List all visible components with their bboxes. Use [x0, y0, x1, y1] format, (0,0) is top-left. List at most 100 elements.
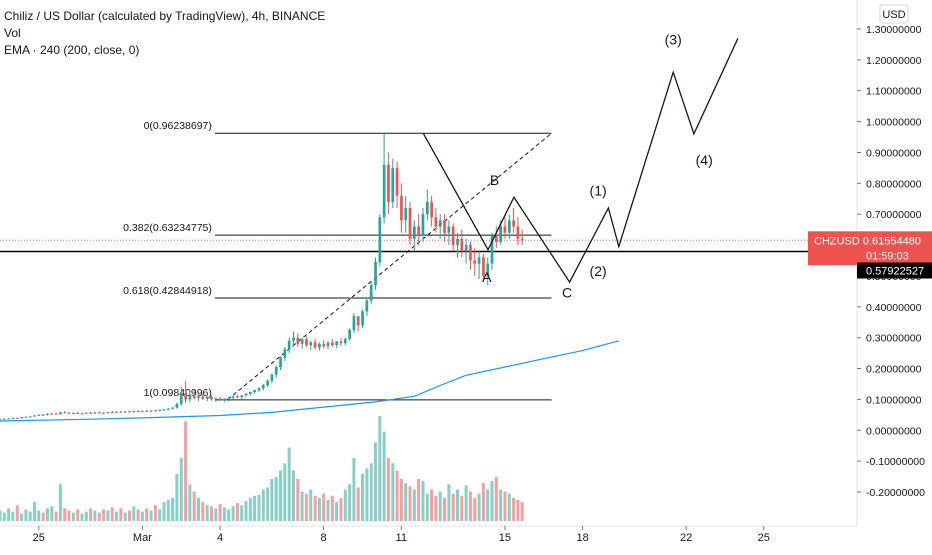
price-tick-label: 1.30000000 [866, 24, 922, 36]
price-tick-label: 0.90000000 [866, 148, 922, 160]
volume-bar [468, 491, 472, 521]
candle-body [486, 263, 490, 276]
fib-level-label: 0(0.96238697) [144, 120, 212, 132]
candle-body [322, 343, 326, 347]
candle-body [184, 393, 187, 400]
legend-vol[interactable]: Vol [4, 26, 21, 40]
volume-bar [456, 489, 459, 521]
volume-bar [7, 508, 11, 521]
wave-label: B [490, 172, 499, 188]
candle-body [313, 342, 317, 348]
volume-bar [490, 481, 494, 521]
volume-bar [54, 511, 58, 521]
wave-label: (4) [696, 152, 713, 168]
volume-bar [339, 497, 343, 521]
candle-body [296, 337, 300, 344]
volume-bar [365, 468, 369, 521]
candle-body [400, 195, 403, 221]
candle-body [20, 417, 23, 419]
legend-title[interactable]: Chiliz / US Dollar (calculated by Tradin… [4, 9, 326, 23]
volume-bar [97, 512, 101, 521]
ema-line [0, 340, 619, 422]
candle-body [374, 262, 377, 286]
candle-body [460, 238, 464, 252]
candle-body [456, 238, 459, 246]
price-tick-label: 0.10000000 [866, 394, 922, 406]
volume-bar [494, 476, 498, 521]
volume-bar [71, 512, 75, 521]
volume-bar [266, 487, 270, 521]
wave-label: (2) [590, 263, 607, 279]
candle-body [141, 410, 144, 412]
volume-bar [115, 511, 118, 521]
candle-body [279, 357, 282, 367]
volume-bar [179, 458, 183, 521]
volume-bar [166, 500, 170, 521]
volume-bar [421, 481, 425, 521]
volume-bar [261, 489, 265, 521]
time-tick-label: 15 [499, 532, 511, 544]
price-tick-label: 1.00000000 [866, 117, 922, 129]
volume-bar [58, 484, 62, 522]
time-axis[interactable]: 25 Mar 4 8 11 15 18 22 25 [0, 525, 857, 544]
volume-bar [28, 511, 32, 521]
candle-body [145, 410, 149, 412]
candle-body [28, 416, 32, 418]
candle-body [115, 411, 118, 413]
candle-body [3, 418, 6, 420]
volume-bar [399, 479, 403, 521]
candle-body [413, 226, 416, 239]
candle-body [67, 412, 71, 414]
candle-body [41, 414, 45, 416]
volume-bar [0, 510, 2, 521]
legend-ema[interactable]: EMA · 240 (200, close, 0) [4, 43, 140, 57]
volume-bar [300, 491, 304, 521]
volume-bar [481, 483, 485, 521]
candle-body [214, 398, 218, 400]
volume-bar [417, 479, 421, 521]
volume-bar [304, 493, 308, 521]
volume-bar [464, 485, 468, 521]
candle-body [50, 413, 54, 415]
volume-bar [378, 416, 382, 521]
volume-bar [486, 489, 490, 521]
candle-body [192, 394, 196, 398]
currency-label: USD [882, 9, 905, 21]
candle-body [33, 415, 36, 417]
volume-bar [279, 470, 282, 521]
volume-bar [382, 431, 386, 522]
currency-badge[interactable] [879, 4, 909, 24]
price-tags: CHZUSD 0.61554480 01:59:03 0.57922527 [808, 231, 932, 279]
volume-bar [37, 510, 41, 521]
volume-bar [313, 495, 317, 521]
candle-body [438, 220, 442, 227]
candle-body [93, 412, 97, 414]
candle-body [451, 226, 455, 245]
candle-body [123, 411, 127, 413]
volume-bar [80, 513, 84, 521]
volume-bar [447, 484, 451, 522]
volume-bar [205, 505, 209, 522]
candle-body [11, 417, 15, 419]
volume-bar [386, 458, 390, 521]
candle-body [343, 338, 347, 344]
candle-body [270, 374, 274, 381]
volume-bar [438, 491, 442, 521]
fib-retracement: 0(0.96238697) 0.382(0.63234775) 0.618(0.42… [123, 120, 552, 401]
price-tick-label: 0.40000000 [866, 302, 922, 314]
volume-bar [287, 447, 291, 521]
volume-bar [132, 506, 136, 521]
volume-bar [11, 511, 15, 521]
price-tick-label: 1.10000000 [866, 86, 922, 98]
candle-body [128, 411, 131, 413]
fib-level-label: 0.618(0.42844918) [123, 285, 212, 297]
price-tag-box [808, 231, 932, 266]
candle-body [149, 410, 153, 412]
wave-labels: B A C (1) (2) (3) (4) [482, 31, 713, 300]
volume-bar [374, 442, 377, 522]
price-tick-label: 0.70000000 [866, 209, 922, 221]
candle-body [227, 397, 231, 400]
